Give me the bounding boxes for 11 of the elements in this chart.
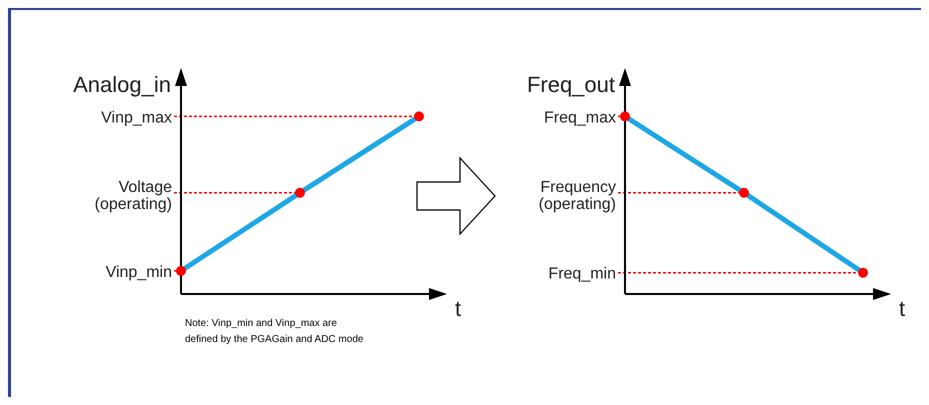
x-axis-title: t: [455, 296, 462, 321]
ref-line-label: Frequency (operating): [538, 178, 616, 213]
ref-line-label: Voltage (operating): [94, 178, 172, 213]
text: Note: Vinp_min and Vinp_max are defined by the PGAGain and ADC mode: [185, 317, 364, 347]
y-axis-title: Freq_out: [526, 72, 615, 97]
ref-line-label: Vinp_min: [106, 264, 172, 281]
ref-line-label: Vinp_max: [101, 109, 172, 126]
x-axis-title: t: [899, 296, 906, 321]
ref-line-label: Freq_max: [544, 109, 616, 126]
y-axis-title: Analog_in: [73, 72, 171, 97]
ref-line-label: Freq_min: [548, 266, 616, 283]
